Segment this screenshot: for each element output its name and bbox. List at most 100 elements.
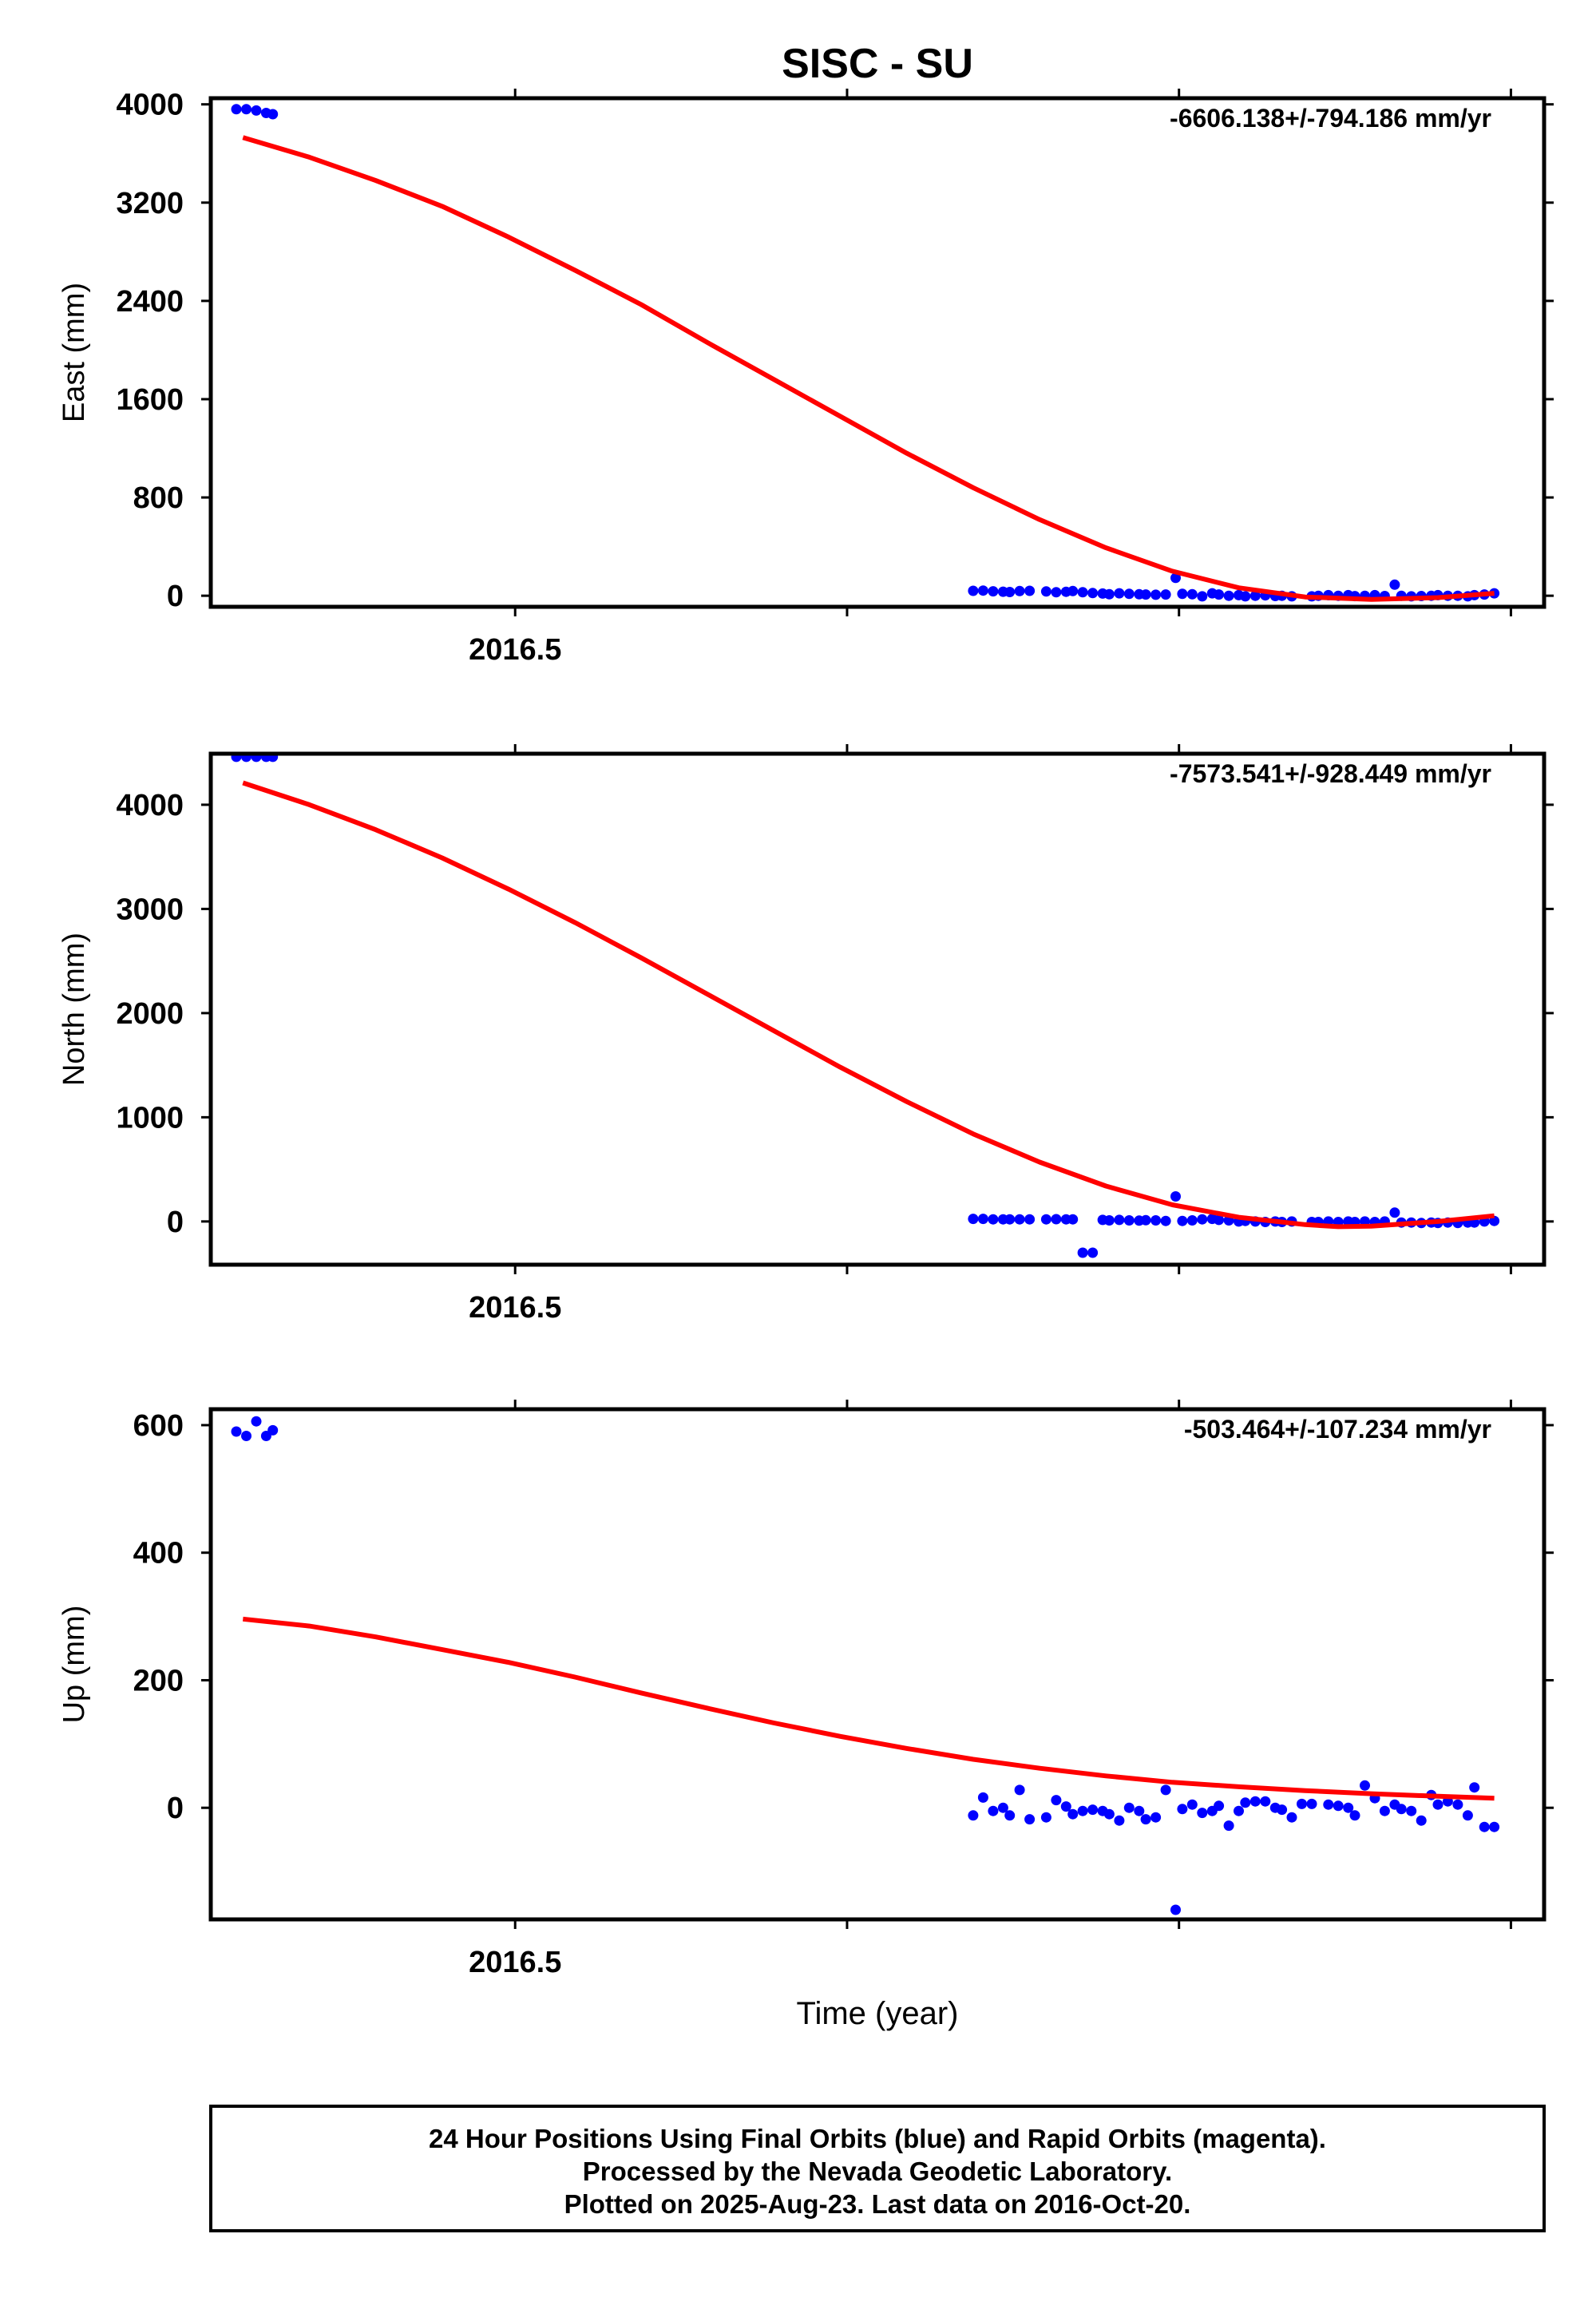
data-point [1170,1191,1181,1202]
data-point [1014,585,1025,596]
data-point [1286,1812,1297,1823]
y-tick-label: 2000 [116,997,184,1031]
data-point [988,586,999,597]
data-point [1077,587,1088,598]
data-point [1297,1798,1307,1809]
velocity-label: -503.464+/-107.234 mm/yr [1184,1415,1491,1444]
data-point [1277,1804,1288,1816]
data-point [1389,579,1400,590]
data-point [1134,1805,1145,1816]
y-tick-label: 200 [133,1664,184,1697]
data-point [231,754,242,762]
y-tick-label: 0 [167,580,184,613]
data-point [988,1805,999,1816]
data-point [1223,590,1234,601]
data-point [977,585,988,596]
data-point [1260,1796,1271,1807]
data-point [1004,1214,1016,1225]
y-tick-label: 2400 [116,285,184,319]
data-point [1140,589,1151,600]
data-point [1462,1810,1473,1821]
y-tick-label: 1600 [116,383,184,417]
data-point [1103,588,1115,600]
fit-curve [242,1616,1495,1801]
data-point [1214,1214,1225,1226]
data-point [1004,587,1016,597]
data-point [1040,1812,1051,1823]
y-tick-label: 4000 [116,789,184,822]
data-point [267,1424,279,1436]
data-point [977,1792,988,1803]
data-point [1214,589,1225,600]
data-point [1343,1802,1354,1813]
data-point [1077,1247,1088,1258]
data-point [267,754,279,762]
data-point [1150,589,1162,600]
x-axis-label: Time (year) [797,1996,959,2031]
data-point [1333,1800,1344,1812]
data-point [1249,1796,1261,1807]
data-point [1177,588,1188,600]
data-point [241,1431,251,1441]
footer-line-2: Processed by the Nevada Geodetic Laborat… [583,2157,1172,2186]
up-panel: 0 200 400 600 2016.5 Up (mm) -503.464+/-107.23… [57,1400,1554,1979]
data-point [1077,1805,1088,1816]
data-point [1170,572,1181,584]
data-point [988,1214,999,1225]
data-point [1186,1215,1198,1226]
data-point [1140,1814,1151,1825]
data-point [1150,1812,1162,1823]
footer-box [209,2105,1546,2232]
data-point [1014,1214,1025,1225]
y-tick-label: 400 [133,1537,184,1570]
data-point [1197,1214,1208,1225]
data-point [1349,1810,1360,1821]
data-point [1051,587,1062,598]
y-axis-label: East (mm) [57,283,91,422]
data-point [1040,586,1051,597]
y-tick-label: 0 [167,1792,184,1825]
data-point [231,1426,242,1437]
data-point [251,1416,262,1427]
plot-frame [208,1407,1546,1922]
y-tick-label: 4000 [116,89,184,122]
data-point [1197,1808,1208,1819]
y-tick-label: 3000 [116,893,184,926]
data-point [1067,1808,1079,1820]
data-point [241,104,251,115]
footer-line-3: Plotted on 2025-Aug-23. Last data on 201… [564,2189,1191,2219]
data-point [1051,1214,1062,1225]
data-point [1197,591,1208,602]
data-point [1004,1810,1016,1821]
y-tick-label: 0 [167,1206,184,1239]
x-tick-label: 2016.5 [469,1946,561,1979]
data-point [1160,589,1171,600]
data-point [1150,1215,1162,1226]
data-point [1432,1799,1444,1810]
data-point [1160,1784,1171,1796]
velocity-label: -6606.138+/-794.186 mm/yr [1170,104,1491,133]
data-point [1114,1815,1125,1826]
data-point [1060,1801,1071,1812]
data-point [1186,1799,1198,1810]
data-point [1087,1247,1099,1258]
data-point [968,1810,979,1821]
data-point [1051,1795,1062,1806]
data-point [1014,1784,1025,1796]
data-point [1214,1800,1225,1812]
data-point [1306,1798,1317,1809]
footer-line-1: 24 Hour Positions Using Final Orbits (bl… [429,2124,1326,2153]
data-point [231,104,242,115]
data-point [1177,1804,1188,1815]
data-point [251,754,262,762]
data-point [1024,1814,1036,1825]
data-point [1177,1215,1188,1226]
plot-frame [208,96,1546,609]
data-point [241,754,251,762]
data-point [1123,588,1135,600]
data-point [968,585,979,596]
data-point [1067,1214,1079,1225]
data-point [1024,585,1036,596]
x-tick-label: 2016.5 [469,633,561,667]
